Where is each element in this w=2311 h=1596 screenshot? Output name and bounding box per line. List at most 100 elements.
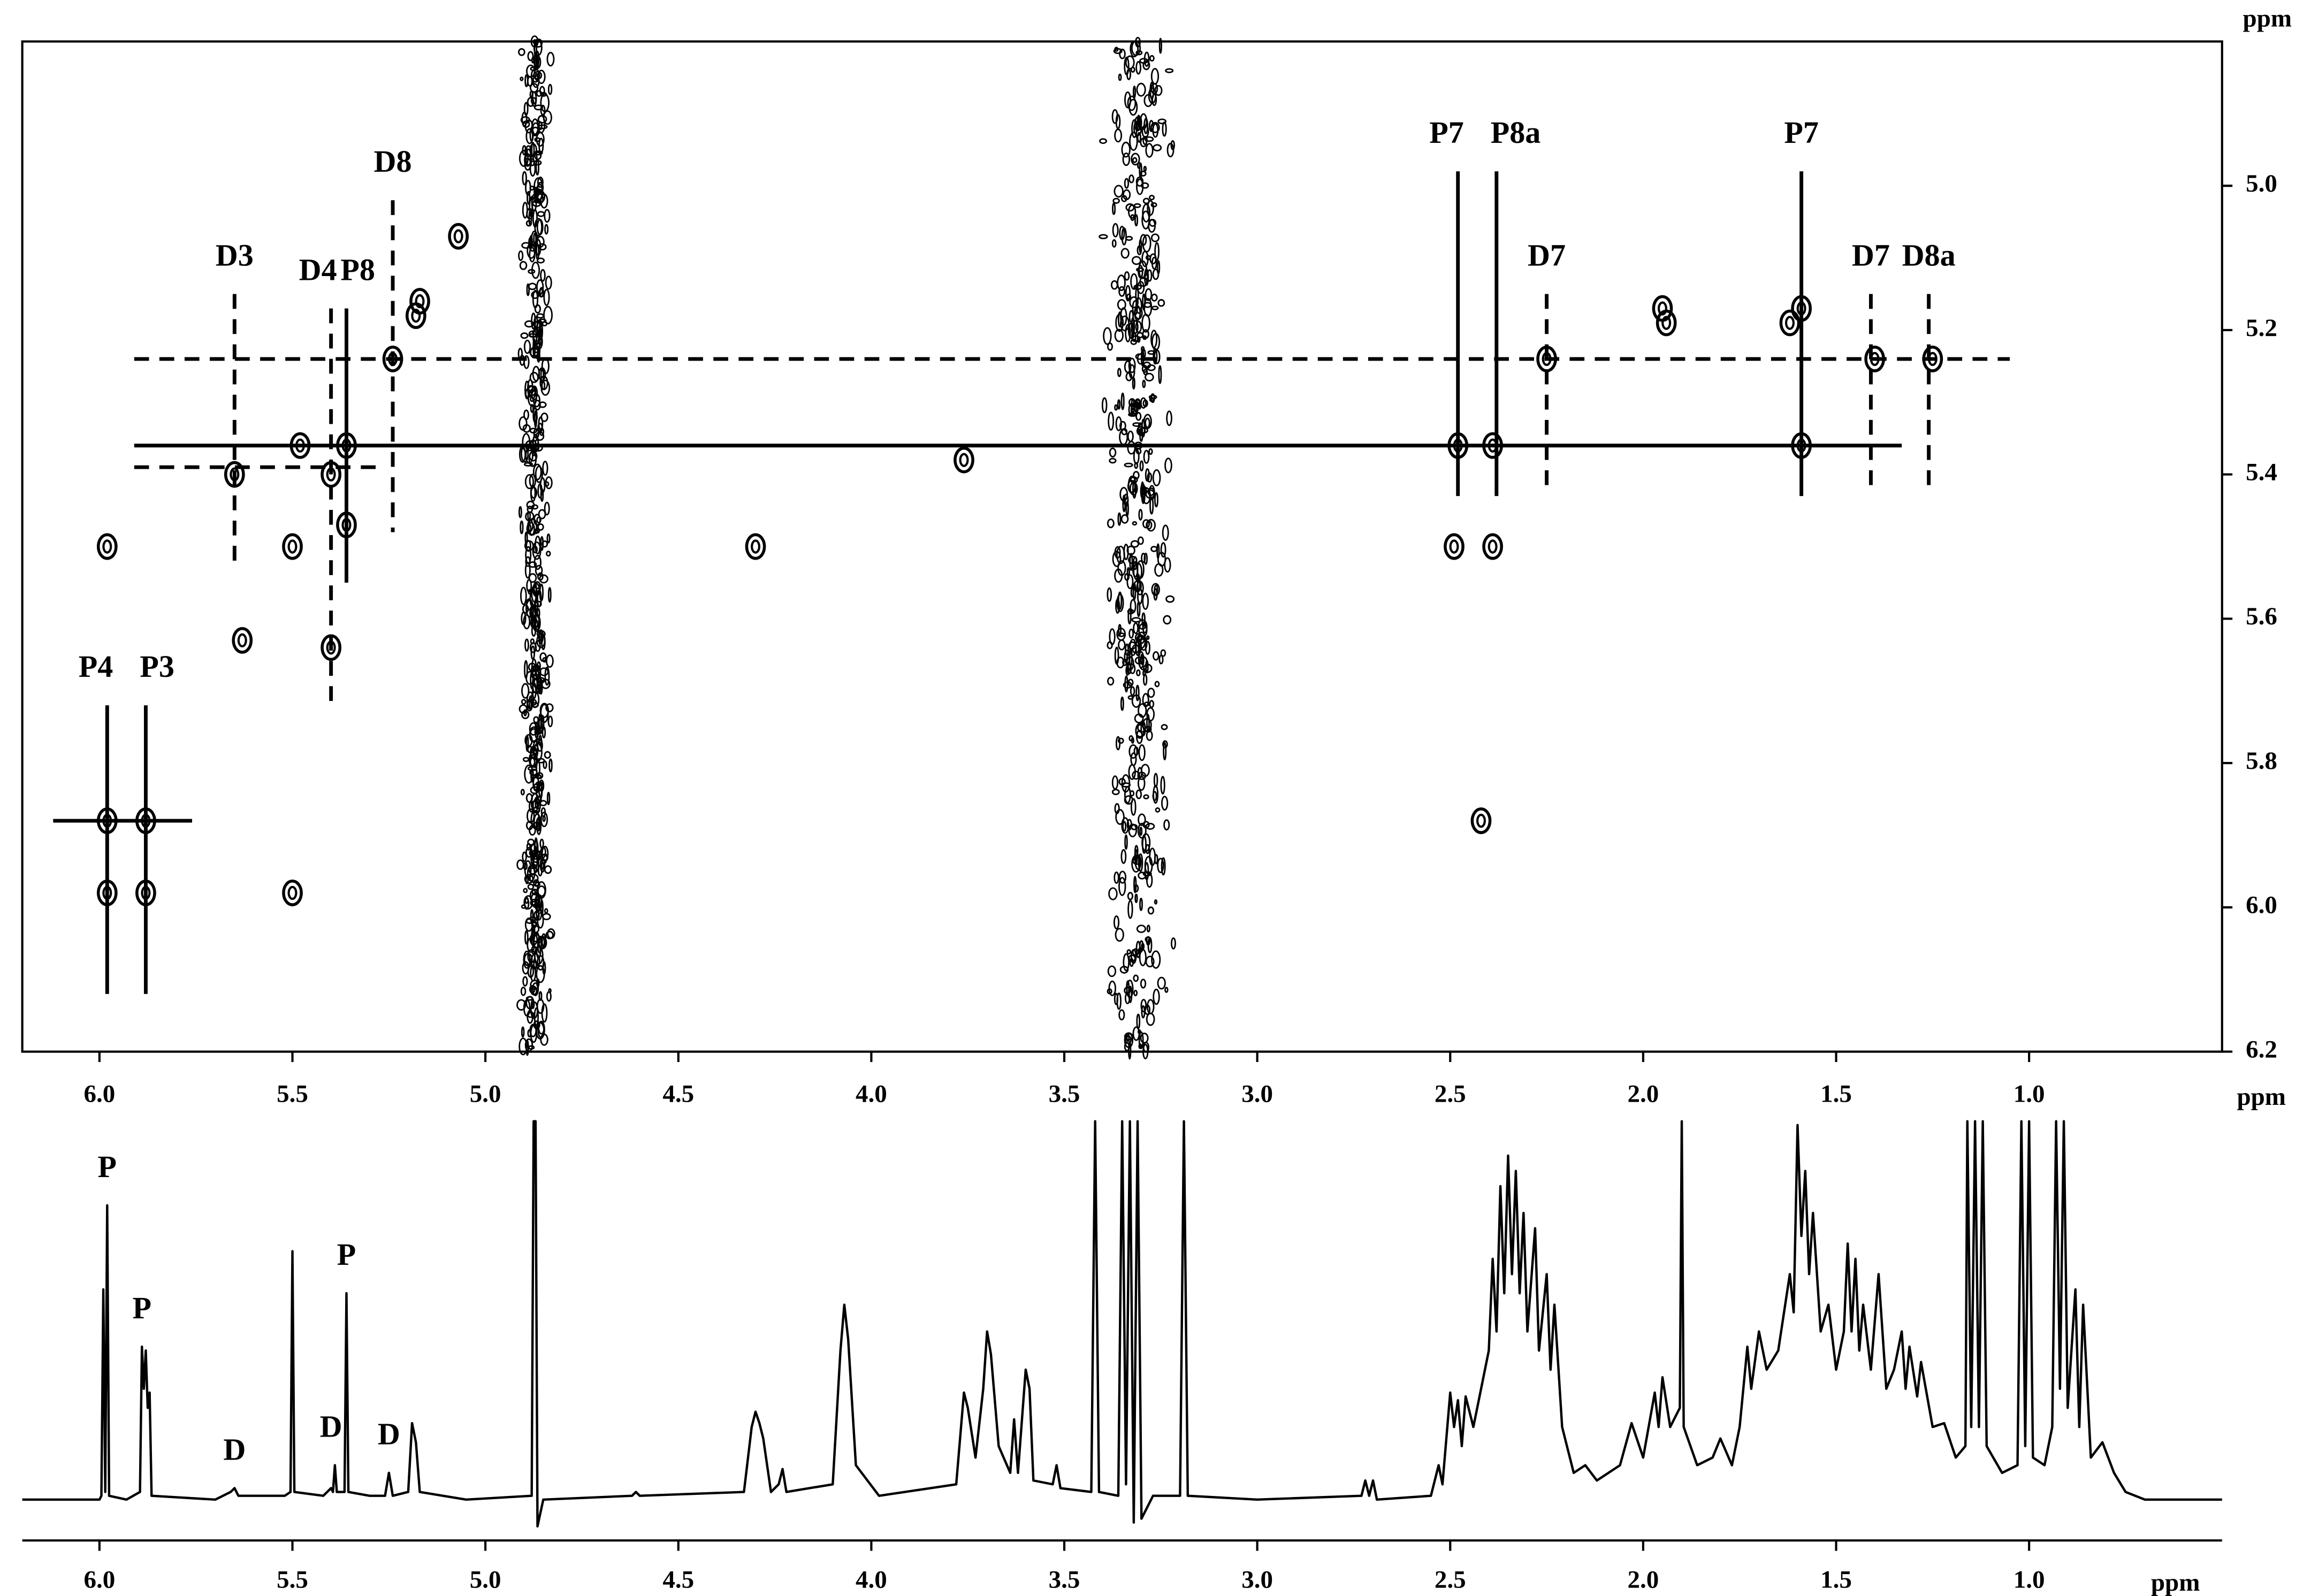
noise-blob [1136,267,1145,272]
contour-ring [954,446,974,474]
solvent-band [516,35,555,1056]
noise-blob [525,793,533,803]
contour-ring [237,633,247,648]
noise-blob [1150,67,1160,85]
x-tick-label: 1.5 [1820,1080,1852,1108]
noise-blob [1114,803,1120,814]
noise-blob [1147,472,1153,483]
noise-blob [1132,561,1139,578]
noise-blob [521,683,530,699]
plot-frame [21,40,2223,1053]
noise-blob [537,523,544,531]
noise-blob [522,961,530,975]
contour-ring [1470,807,1492,834]
noise-blob [528,662,537,672]
noise-blob [531,504,539,510]
noise-blob [1126,980,1130,996]
noise-blob [530,909,534,925]
noise-blob [529,474,536,488]
noise-blob [1152,791,1157,801]
noise-blob [527,883,535,890]
noise-blob [1150,121,1160,133]
noise-blob [1147,200,1154,216]
noise-blob [1115,416,1122,431]
y-axis-label: ppm [2243,5,2292,33]
noise-blob [543,306,553,325]
noise-blob [1115,314,1124,332]
noise-blob [535,564,543,576]
noise-blob [536,90,543,97]
noise-blob [1145,468,1150,482]
x-tick-label: 3.5 [1049,1080,1080,1108]
noise-blob [1142,519,1150,529]
noise-blob [544,908,548,914]
annotation-label: D8a [1902,238,1956,272]
noise-blob [536,279,544,295]
noise-blob [546,791,551,805]
noise-blob [1135,684,1140,701]
x-tick-label: 4.5 [662,1566,694,1593]
noise-blob [1115,928,1124,942]
x-tick-label: 5.5 [277,1566,308,1593]
x-tick-label: 3.0 [1241,1566,1273,1593]
noise-blob [1127,441,1136,455]
noise-blob [1138,508,1143,521]
noise-blob [1157,858,1164,873]
noise-blob [1123,189,1131,201]
noise-blob [530,403,534,413]
noise-blob [1140,234,1147,246]
peak-label: D [223,1432,246,1467]
noise-blob [1120,248,1130,259]
noise-blob [522,604,529,614]
x-axis-label: ppm [2151,1569,2200,1596]
x-tick-label: 4.0 [856,1566,887,1593]
noise-blob [1137,422,1143,436]
contour-ring [1922,345,1943,372]
noise-blob [1161,724,1168,730]
noise-blob [1127,95,1137,111]
noise-blob [1121,141,1131,158]
noise-blob [1130,798,1137,816]
noise-blob [521,904,527,909]
noise-blob [532,806,540,814]
noise-blob [525,820,533,830]
noise-blob [1124,1032,1134,1049]
spectrum-panel: 6.0 5.5 5.0 4.5 4.0 3.5 3.0 2.5 2.0 1.5 1.0 ppm P P D D… [22,1120,2222,1596]
cross-peak [1482,533,1503,560]
noise-blob [531,853,540,863]
noise-blob [524,474,535,490]
noise-blob [521,111,528,127]
noise-blob [540,536,544,551]
noise-blob [1147,906,1155,915]
annotation-label: P3 [140,649,174,684]
noise-blob [1153,347,1158,365]
noise-blob [524,660,528,679]
cross-peak [282,533,303,560]
noise-blob [1130,752,1137,766]
noise-blob [541,715,545,731]
noise-blob [533,529,539,534]
noise-blob [1135,320,1142,333]
noise-blob [1149,700,1155,708]
noise-blob [1117,368,1122,377]
contour-ring [1482,533,1503,560]
noise-blob [1117,737,1124,744]
noise-blob [1131,152,1140,166]
noise-blob [543,760,547,769]
annotation-label: P8 [340,252,375,287]
noise-blob [538,782,544,790]
noise-blob [1170,937,1176,950]
noise-blob [1128,98,1138,116]
noise-blob [532,39,538,44]
y-tick-label: 5.8 [2246,747,2277,775]
noise-blob [1146,635,1150,640]
noise-blob [1164,457,1172,474]
noise-blob [1107,676,1115,686]
noise-blob [532,463,542,480]
noise-blob [1128,744,1138,759]
noise-blob [1120,392,1125,410]
noise-blob [537,349,540,363]
noise-blob [1162,524,1169,541]
noise-blob [1149,496,1154,515]
cross-peak [1656,309,1677,337]
